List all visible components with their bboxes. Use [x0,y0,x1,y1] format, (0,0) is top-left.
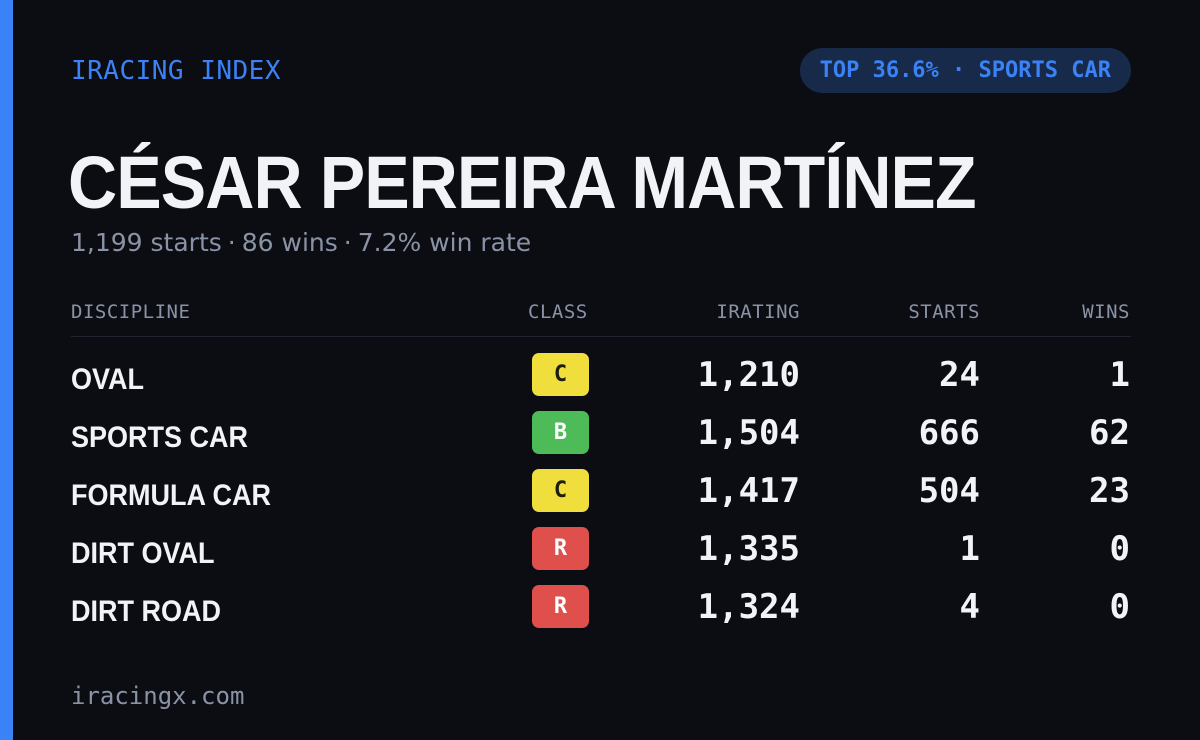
rank-badge: TOP 36.6% · SPORTS CAR [799,48,1131,93]
column-header-discipline: DISCIPLINE [71,301,191,323]
discipline-name: OVAL [71,363,144,396]
wins-value: 1 [1109,355,1130,395]
column-header-starts: STARTS [908,301,980,323]
table-body: OVAL C 1,210 24 1 SPORTS CAR B 1,504 666… [71,337,1131,643]
wins-value: 23 [1089,471,1130,511]
discipline-table: DISCIPLINE CLASS IRATING STARTS WINS OVA… [71,298,1131,643]
column-header-wins: WINS [1082,301,1130,323]
class-badge: C [532,353,589,396]
win-rate-summary: 7.2% win rate [357,228,532,257]
irating-value: 1,504 [697,413,800,453]
starts-value: 1 [959,529,980,569]
wins-value: 0 [1109,529,1130,569]
irating-value: 1,417 [697,471,800,511]
table-row: OVAL C 1,210 24 1 [71,353,1131,411]
table-row: DIRT OVAL R 1,335 1 0 [71,527,1131,585]
driver-summary: 1,199 starts · 86 wins · 7.2% win rate [71,228,531,257]
class-badge: R [532,527,589,570]
irating-value: 1,210 [697,355,800,395]
irating-value: 1,324 [697,587,800,627]
table-row: FORMULA CAR C 1,417 504 23 [71,469,1131,527]
discipline-name: SPORTS CAR [71,421,249,454]
table-row: SPORTS CAR B 1,504 666 62 [71,411,1131,469]
irating-value: 1,335 [697,529,800,569]
wins-summary: 86 wins [241,228,338,257]
column-header-class: CLASS [528,301,588,323]
accent-bar [0,0,13,740]
table-row: DIRT ROAD R 1,324 4 0 [71,585,1131,643]
wins-value: 62 [1089,413,1130,453]
discipline-name: FORMULA CAR [71,479,271,512]
separator: · [343,228,352,257]
class-badge: C [532,469,589,512]
class-badge: R [532,585,589,628]
starts-value: 4 [959,587,980,627]
starts-value: 504 [918,471,980,511]
wins-value: 0 [1109,587,1130,627]
separator: · [227,228,236,257]
starts-summary: 1,199 starts [71,228,222,257]
starts-value: 666 [918,413,980,453]
brand-label: IRACING INDEX [71,56,281,86]
starts-value: 24 [939,355,980,395]
driver-name: CÉSAR PEREIRA MARTÍNEZ [68,141,977,224]
site-url: iracingx.com [71,682,245,710]
class-badge: B [532,411,589,454]
discipline-name: DIRT OVAL [71,537,215,570]
table-header: DISCIPLINE CLASS IRATING STARTS WINS [71,298,1131,337]
discipline-name: DIRT ROAD [71,595,221,628]
column-header-irating: IRATING [716,301,800,323]
